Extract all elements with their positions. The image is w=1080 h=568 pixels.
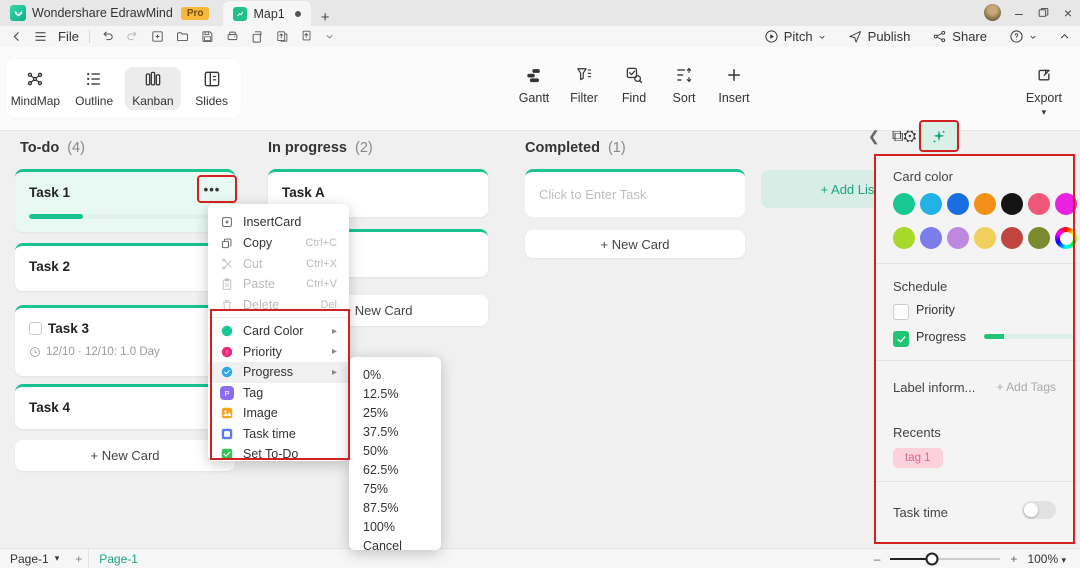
svg-text:!: ! [226,349,228,356]
svg-text:P: P [224,389,229,398]
